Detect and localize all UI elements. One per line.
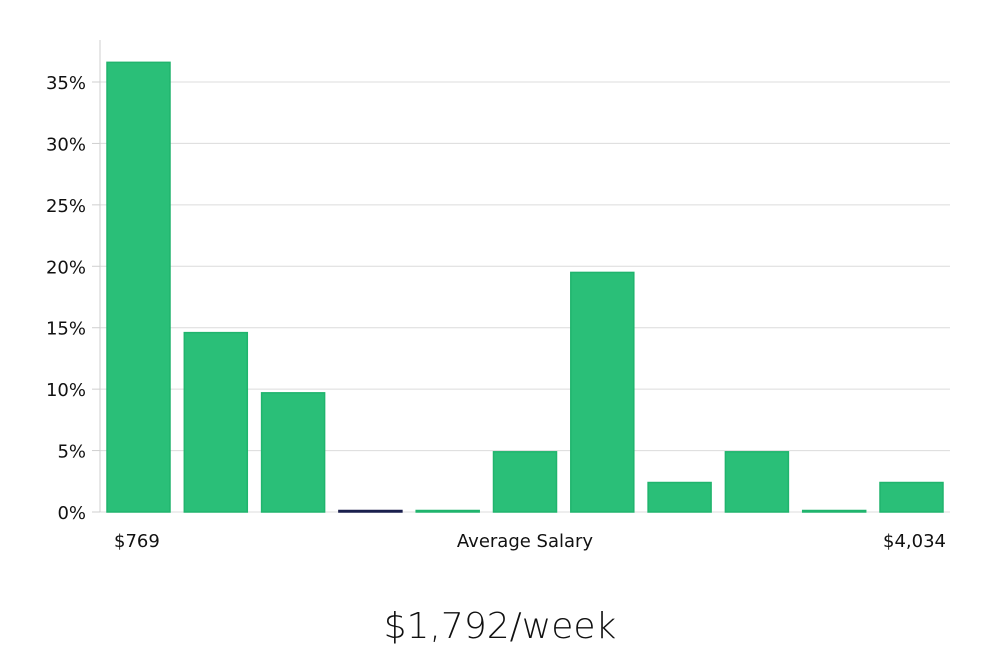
- y-tick-label: 15%: [46, 319, 86, 340]
- bar-10: [801, 509, 867, 513]
- y-tick-label: 25%: [46, 196, 86, 217]
- x-max-label: $4,034: [883, 531, 946, 552]
- x-min-label: $769: [114, 531, 160, 552]
- y-tick-label: 0%: [57, 503, 86, 524]
- average-salary-summary: $1,792/week: [383, 606, 617, 647]
- bar-5: [415, 509, 480, 513]
- bar-3: [260, 392, 326, 513]
- salary-histogram: 0% 5% 10% 15% 20% 25% 30% 35% $769 Average Sala…: [46, 40, 950, 552]
- y-tick-label: 10%: [46, 380, 86, 401]
- bar-4: [338, 509, 403, 513]
- bar-11: [879, 481, 944, 513]
- bar-8: [647, 481, 712, 513]
- y-tick-label: 35%: [46, 73, 86, 94]
- y-tick-label: 30%: [46, 134, 86, 155]
- bar-7: [570, 271, 635, 513]
- y-tick-label: 20%: [46, 257, 86, 278]
- y-tick-label: 5%: [57, 442, 86, 463]
- bar-9: [724, 451, 790, 513]
- bar-2: [183, 331, 249, 513]
- bar-6: [492, 451, 558, 513]
- bar-1: [106, 61, 171, 513]
- y-axis-ticks: 0% 5% 10% 15% 20% 25% 30% 35%: [46, 73, 100, 524]
- x-axis-label: Average Salary: [457, 531, 594, 552]
- bars: [106, 61, 944, 513]
